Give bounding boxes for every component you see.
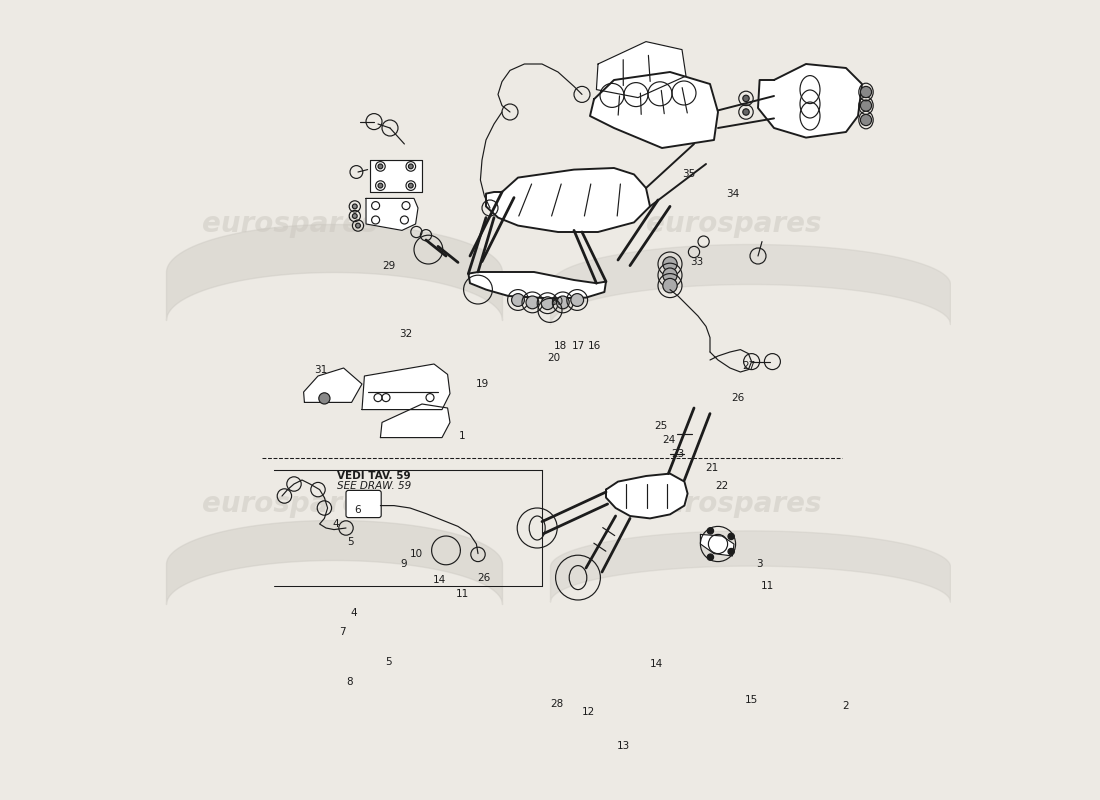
Text: 33: 33 xyxy=(690,257,703,266)
Text: 5: 5 xyxy=(346,537,353,546)
Text: 17: 17 xyxy=(571,341,584,350)
Circle shape xyxy=(663,257,678,271)
Text: 23: 23 xyxy=(671,450,684,459)
Polygon shape xyxy=(486,168,650,232)
Text: 15: 15 xyxy=(745,695,758,705)
Polygon shape xyxy=(362,364,450,410)
Circle shape xyxy=(860,114,871,126)
Polygon shape xyxy=(758,64,862,138)
Text: 7: 7 xyxy=(339,627,345,637)
Text: 21: 21 xyxy=(705,463,718,473)
Text: 13: 13 xyxy=(617,741,630,750)
Polygon shape xyxy=(381,404,450,438)
Text: 31: 31 xyxy=(314,366,327,375)
Circle shape xyxy=(663,268,678,282)
Text: 3: 3 xyxy=(757,559,763,569)
Text: 19: 19 xyxy=(475,379,488,389)
Circle shape xyxy=(571,294,584,306)
Text: VEDI TAV. 59: VEDI TAV. 59 xyxy=(338,471,410,481)
Circle shape xyxy=(860,86,871,98)
Polygon shape xyxy=(590,72,718,148)
Text: 11: 11 xyxy=(455,589,469,598)
Text: 8: 8 xyxy=(346,677,353,686)
Text: 9: 9 xyxy=(400,559,407,569)
Text: 22: 22 xyxy=(715,481,728,490)
Circle shape xyxy=(742,109,749,115)
Text: 30: 30 xyxy=(550,297,563,306)
Text: 14: 14 xyxy=(433,575,447,585)
Circle shape xyxy=(557,296,569,309)
Circle shape xyxy=(728,549,735,555)
Text: 27: 27 xyxy=(741,361,755,370)
Text: 18: 18 xyxy=(553,341,566,350)
Text: eurospares: eurospares xyxy=(202,490,377,518)
Text: 6: 6 xyxy=(354,505,361,514)
Text: 24: 24 xyxy=(662,435,675,445)
Polygon shape xyxy=(469,272,606,298)
Circle shape xyxy=(378,164,383,169)
Text: 11: 11 xyxy=(761,581,774,590)
Text: 16: 16 xyxy=(587,341,601,350)
Circle shape xyxy=(352,204,358,209)
Text: 28: 28 xyxy=(550,699,563,709)
Circle shape xyxy=(707,554,714,560)
Text: 26: 26 xyxy=(477,573,491,582)
Text: eurospares: eurospares xyxy=(647,490,822,518)
Text: 10: 10 xyxy=(410,550,424,559)
Text: 5: 5 xyxy=(385,658,392,667)
Text: 34: 34 xyxy=(726,190,739,199)
Text: 35: 35 xyxy=(682,169,695,178)
Polygon shape xyxy=(701,534,734,556)
Text: 2: 2 xyxy=(843,701,849,710)
Text: eurospares: eurospares xyxy=(647,210,822,238)
Text: 14: 14 xyxy=(650,659,663,669)
Text: 29: 29 xyxy=(382,261,395,270)
Text: eurospares: eurospares xyxy=(202,210,377,238)
Circle shape xyxy=(512,294,525,306)
Text: SEE DRAW. 59: SEE DRAW. 59 xyxy=(338,481,411,490)
Text: 20: 20 xyxy=(548,353,561,362)
Text: 26: 26 xyxy=(732,393,745,402)
Polygon shape xyxy=(366,198,418,230)
Circle shape xyxy=(728,533,735,539)
Polygon shape xyxy=(596,42,686,98)
Polygon shape xyxy=(304,368,362,402)
FancyBboxPatch shape xyxy=(346,490,382,518)
Text: 25: 25 xyxy=(653,421,667,430)
Polygon shape xyxy=(370,160,422,192)
Circle shape xyxy=(352,214,358,218)
Circle shape xyxy=(742,95,749,102)
Polygon shape xyxy=(606,474,688,518)
Text: 4: 4 xyxy=(351,608,358,618)
Circle shape xyxy=(707,528,714,534)
Text: 1: 1 xyxy=(459,431,465,441)
Text: 4: 4 xyxy=(332,519,339,529)
Circle shape xyxy=(860,100,871,111)
Circle shape xyxy=(378,183,383,188)
Circle shape xyxy=(355,223,361,228)
Text: 32: 32 xyxy=(399,329,412,338)
Circle shape xyxy=(526,296,539,309)
Circle shape xyxy=(663,278,678,293)
Circle shape xyxy=(408,183,414,188)
Circle shape xyxy=(408,164,414,169)
Circle shape xyxy=(319,393,330,404)
Circle shape xyxy=(541,297,554,310)
Text: 12: 12 xyxy=(582,707,595,717)
